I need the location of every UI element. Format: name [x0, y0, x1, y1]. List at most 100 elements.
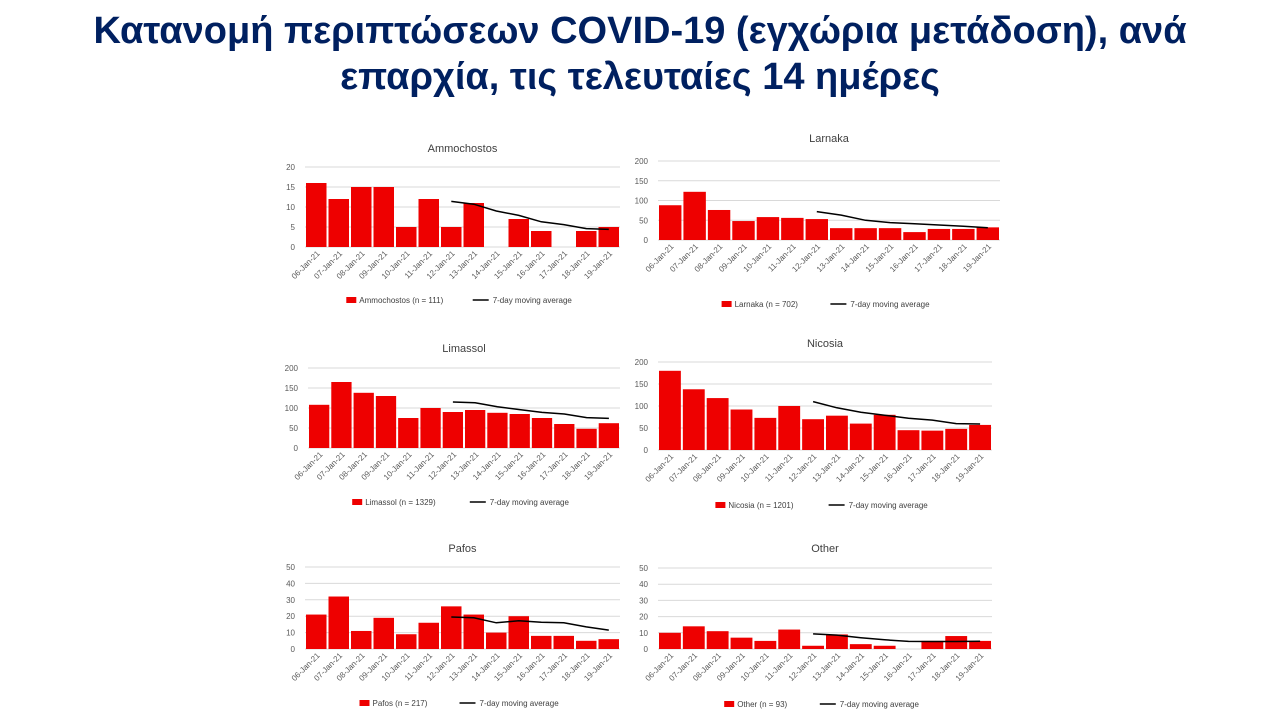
chart-nicosia: Nicosia05010015020006-Jan-2107-Jan-2108-… — [635, 338, 992, 510]
bar-other — [873, 645, 896, 649]
moving-average-line — [813, 633, 981, 643]
legend-line-label: 7-day moving average — [850, 300, 930, 309]
bar-pafos — [531, 635, 552, 649]
bar-limassol — [442, 412, 463, 448]
bar-nicosia — [921, 430, 944, 450]
bar-limassol — [576, 428, 597, 448]
bar-other — [921, 640, 944, 649]
y-tick-label: 200 — [635, 157, 649, 166]
bar-pafos — [441, 606, 462, 649]
moving-average-line — [451, 200, 609, 231]
bar-other — [754, 640, 777, 649]
legend-bar-swatch — [346, 297, 357, 303]
chart-limassol: Limassol05010015020006-Jan-2107-Jan-2108… — [285, 343, 620, 507]
bar-pafos — [396, 634, 417, 649]
bar-nicosia — [802, 419, 824, 450]
y-tick-label: 50 — [639, 564, 648, 573]
bar-limassol — [353, 392, 374, 448]
bar-nicosia — [826, 415, 848, 450]
y-tick-label: 0 — [294, 444, 299, 453]
bar-ammochostos — [463, 203, 484, 247]
slide-title: Κατανομή περιπτώσεων COVID-19 (εγχώρια μ… — [0, 8, 1280, 100]
chart-title: Larnaka — [809, 133, 850, 145]
bar-other — [682, 626, 705, 649]
bar-larnaka — [927, 228, 951, 240]
bar-ammochostos — [598, 227, 619, 247]
legend-bar-label: Ammochostos (n = 111) — [359, 296, 443, 305]
y-tick-label: 30 — [639, 596, 648, 605]
bar-nicosia — [706, 398, 729, 450]
y-tick-label: 150 — [635, 177, 649, 186]
bar-limassol — [554, 424, 575, 448]
y-tick-label: 0 — [291, 645, 296, 654]
bar-larnaka — [781, 217, 804, 240]
legend-bar-swatch — [359, 700, 370, 706]
bar-nicosia — [897, 430, 920, 450]
y-tick-label: 50 — [286, 563, 295, 572]
y-tick-label: 150 — [635, 380, 649, 389]
bar-limassol — [465, 410, 486, 448]
bar-nicosia — [849, 423, 872, 450]
bar-larnaka — [952, 228, 975, 240]
y-tick-label: 40 — [639, 580, 648, 589]
bar-other — [778, 629, 801, 649]
bar-larnaka — [830, 228, 853, 240]
bar-limassol — [420, 408, 441, 448]
legend-line-label: 7-day moving average — [490, 498, 570, 507]
bar-nicosia — [754, 417, 777, 450]
bar-ammochostos — [373, 187, 394, 247]
bar-nicosia — [873, 414, 896, 450]
y-tick-label: 50 — [639, 424, 648, 433]
bar-ammochostos — [508, 219, 529, 247]
bar-limassol — [531, 418, 553, 448]
moving-average-line — [452, 401, 609, 420]
y-tick-label: 15 — [286, 183, 295, 192]
bar-pafos — [508, 616, 529, 649]
bar-ammochostos — [351, 187, 372, 247]
y-tick-label: 0 — [644, 446, 649, 455]
bar-ammochostos — [418, 199, 439, 247]
legend-bar-label: Other (n = 93) — [737, 700, 787, 709]
chart-title: Limassol — [442, 343, 485, 355]
y-tick-label: 100 — [285, 404, 299, 413]
legend-line-label: 7-day moving average — [493, 296, 573, 305]
moving-average-line — [812, 400, 981, 425]
bar-larnaka — [756, 217, 780, 240]
legend-bar-label: Nicosia (n = 1201) — [728, 501, 793, 510]
chart-other: Other0102030405006-Jan-2107-Jan-2108-Jan… — [639, 543, 992, 709]
chart-title: Other — [811, 543, 839, 555]
bar-other — [730, 637, 753, 649]
slide-title-line2: επαρχία, τις τελευταίες 14 ημέρες — [340, 56, 940, 98]
chart-title: Ammochostos — [428, 143, 498, 155]
y-tick-label: 100 — [635, 402, 649, 411]
bar-larnaka — [732, 221, 755, 240]
bar-larnaka — [878, 228, 902, 240]
y-tick-label: 0 — [644, 236, 649, 245]
bar-larnaka — [707, 209, 731, 240]
bar-limassol — [398, 418, 419, 448]
bar-ammochostos — [396, 227, 417, 247]
legend-bar-label: Pafos (n = 217) — [373, 699, 428, 708]
bar-pafos — [486, 632, 507, 649]
y-tick-label: 20 — [286, 612, 295, 621]
bar-other — [659, 632, 681, 649]
y-tick-label: 40 — [286, 579, 295, 588]
bar-limassol — [487, 412, 508, 448]
y-tick-label: 0 — [644, 645, 649, 654]
moving-average-line — [816, 210, 988, 229]
slide-title-line1: Κατανομή περιπτώσεων COVID-19 (εγχώρια μ… — [93, 10, 1187, 52]
bar-nicosia — [969, 424, 991, 450]
y-tick-label: 200 — [285, 364, 299, 373]
bar-limassol — [331, 382, 352, 448]
bar-pafos — [306, 614, 327, 649]
bar-limassol — [309, 404, 330, 448]
bar-ammochostos — [306, 183, 327, 247]
bar-limassol — [598, 423, 619, 448]
y-tick-label: 5 — [291, 223, 296, 232]
bar-pafos — [576, 640, 597, 649]
chart-ammochostos: Ammochostos0510152006-Jan-2107-Jan-2108-… — [286, 143, 620, 305]
bar-limassol — [375, 396, 397, 448]
chart-title: Pafos — [448, 543, 477, 555]
y-tick-label: 10 — [286, 629, 295, 638]
legend-bar-label: Larnaka (n = 702) — [735, 300, 799, 309]
